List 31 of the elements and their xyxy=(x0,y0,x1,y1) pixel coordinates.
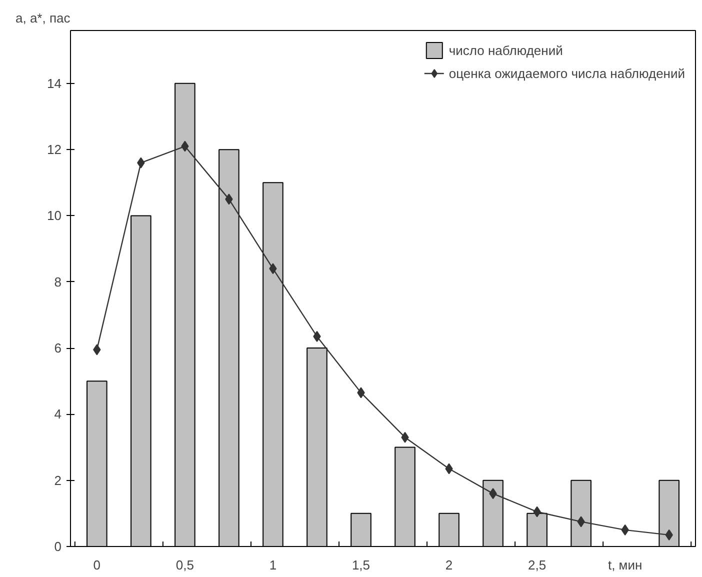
x-tick-label: 2 xyxy=(445,558,453,572)
bar xyxy=(174,82,196,546)
x-tick-label: 0,5 xyxy=(176,558,194,572)
bar xyxy=(262,182,284,546)
y-tick-label: 2 xyxy=(54,472,62,488)
y-tick-label: 12 xyxy=(47,142,62,158)
x-tick-label: 1 xyxy=(269,558,277,572)
y-tick-label: 6 xyxy=(54,340,62,356)
y-tick-label: 10 xyxy=(47,208,62,224)
x-tick-label: 1,5 xyxy=(352,558,370,572)
y-tick-label: 14 xyxy=(47,76,62,91)
y-tick-label: 8 xyxy=(54,274,62,290)
y-tick-label: 0 xyxy=(54,539,62,554)
bar xyxy=(438,512,460,546)
y-axis-title: a, a*, пас xyxy=(16,10,71,26)
bar xyxy=(350,512,372,546)
legend-label: оценка ожидаемого числа наблюдений xyxy=(448,66,685,80)
bar xyxy=(482,480,504,546)
bar xyxy=(218,149,240,546)
y-tick-label: 4 xyxy=(54,406,62,422)
x-tick-label: 0 xyxy=(93,558,101,572)
bar xyxy=(570,480,592,546)
bar xyxy=(86,380,108,546)
bar xyxy=(526,512,548,546)
x-tick-label: 2,5 xyxy=(528,558,546,572)
bar xyxy=(658,480,680,546)
bar xyxy=(130,215,152,546)
bar xyxy=(306,348,328,546)
legend-label: число наблюдений xyxy=(448,42,563,58)
bar xyxy=(394,446,416,546)
x-tick-label: t, мин xyxy=(608,558,642,572)
